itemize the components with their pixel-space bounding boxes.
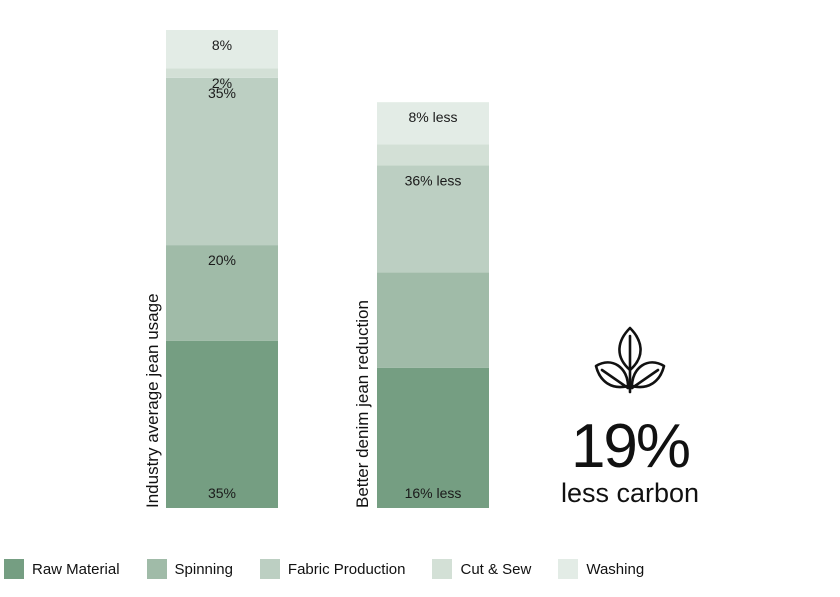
bars-group [166,30,489,508]
carbon-callout: 19% less carbon [540,322,720,507]
segment-label-fabric-production-2: 36% less [405,172,462,188]
legend-item-spinning: Spinning [146,559,233,579]
legend-swatch [146,559,167,579]
bar-segment-raw-material-2 [377,367,489,508]
legend-label: Spinning [174,560,233,578]
bar-segment-spinning-1 [166,245,278,341]
bar-segment-washing-1 [166,30,278,69]
segment-label-raw-material-1: 35% [208,485,236,501]
segment-label-raw-material-2: 16% less [405,485,462,501]
bar-segment-raw-material-1 [166,340,278,508]
legend-label: Cut & Sew [460,560,532,578]
legend-label: Washing [586,560,645,578]
leaf-sprout-icon [594,326,666,394]
legend-item-raw-material: Raw Material [4,559,120,579]
legend-label: Raw Material [32,560,120,578]
legend-item-fabric-production: Fabric Production [259,559,406,579]
bar-segment-fabric-production-1 [166,77,278,246]
segment-label-fabric-production-1: 35% [208,85,236,101]
bar-segment-cut-sew-1 [166,68,278,78]
carbon-reduction-value: 19% [570,412,691,481]
category-label-industry: Industry average jean usage [143,293,162,508]
legend-swatch [4,559,24,579]
segment-label-cut-sew-1: 2% [212,75,232,91]
legend-swatch [259,559,280,579]
legend-swatch [558,559,579,579]
bar-segment-washing-2 [377,102,489,145]
segment-label-spinning-1: 20% [208,252,236,268]
category-label-better-denim: Better denim jean reduction [353,300,372,508]
bar-segment-spinning-2 [377,272,489,368]
segment-label-washing-1: 8% [212,37,232,53]
bar-segment-cut-sew-2 [377,144,489,166]
bar-segment-fabric-production-2 [377,165,489,273]
legend-label: Fabric Production [287,560,406,578]
segment-label-washing-2: 8% less [408,109,457,125]
legend: Raw Material Spinning Fabric Production Cut… [4,556,671,582]
carbon-reduction-text: less carbon [560,478,700,508]
legend-swatch [432,559,453,579]
legend-item-cut-sew: Cut & Sew [432,559,531,579]
legend-item-washing: Washing [558,559,644,579]
